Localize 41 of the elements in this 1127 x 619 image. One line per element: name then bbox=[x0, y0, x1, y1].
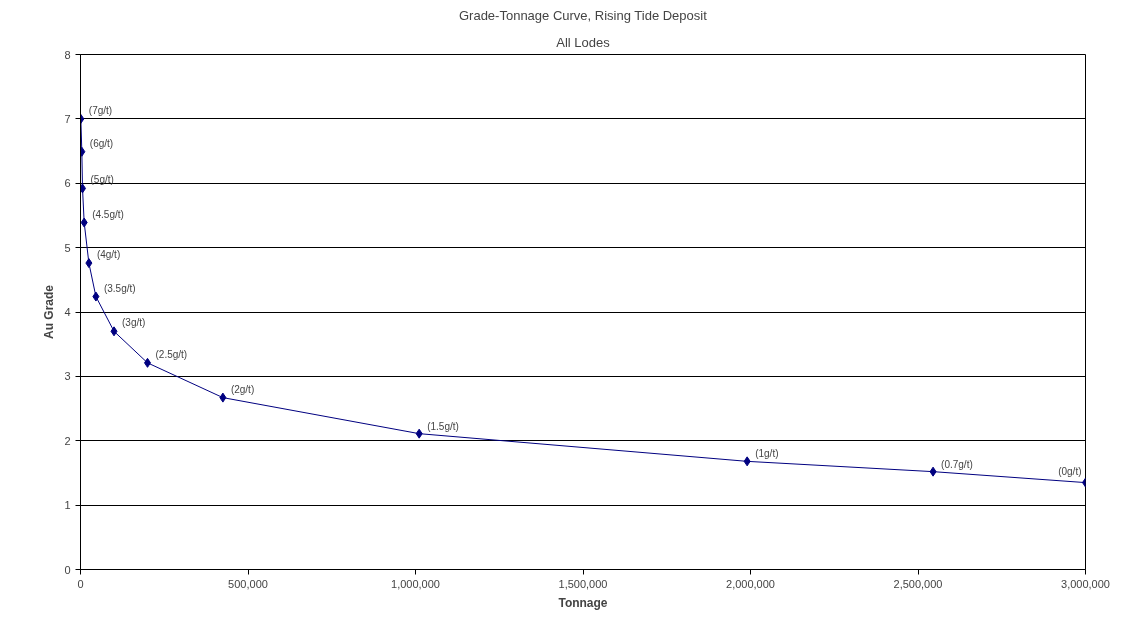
x-tick-label: 2,500,000 bbox=[893, 577, 943, 590]
x-tick-label: 1,500,000 bbox=[558, 577, 608, 590]
annotation: (0.7g/t) bbox=[941, 458, 973, 470]
annotation: (0g/t) bbox=[1058, 465, 1082, 477]
x-axis-title: Tonnage bbox=[558, 595, 608, 610]
chart-title: Grade-Tonnage Curve, Rising Tide Deposit bbox=[458, 7, 708, 23]
annotation: (1.5g/t) bbox=[427, 420, 459, 432]
y-tick-label: 4 bbox=[64, 306, 71, 318]
y-axis-title: Au Grade bbox=[42, 284, 57, 340]
annotation: (6g/t) bbox=[89, 137, 114, 149]
y-tick-label: 3 bbox=[64, 370, 71, 383]
annotation: (2g/t) bbox=[230, 383, 255, 395]
y-tick-label: 8 bbox=[64, 48, 71, 61]
chart-subtitle: All Lodes bbox=[556, 34, 611, 50]
x-tick-label: 3,000,000 bbox=[1061, 577, 1110, 590]
y-tick-label: 5 bbox=[64, 241, 71, 254]
point bbox=[80, 217, 88, 228]
y-tick-label: 6 bbox=[64, 177, 71, 190]
annotation: (7g/t) bbox=[88, 104, 113, 116]
point bbox=[415, 428, 423, 439]
annotation: (3g/t) bbox=[122, 317, 146, 329]
annotation: (2.5g/t) bbox=[155, 348, 188, 360]
y-tick-label: 7 bbox=[64, 112, 71, 125]
y-tick-label: 1 bbox=[64, 499, 71, 512]
x-tick-label: 0 bbox=[77, 577, 84, 590]
point bbox=[92, 291, 100, 302]
annotation: (1g/t) bbox=[755, 448, 779, 460]
point bbox=[110, 326, 118, 337]
point bbox=[219, 392, 227, 403]
y-tick-label: 0 bbox=[64, 563, 71, 576]
annotation: (3.5g/t) bbox=[103, 282, 136, 294]
x-tick-label: 1,000,000 bbox=[391, 577, 440, 590]
annotation: (4.5g/t) bbox=[92, 208, 124, 220]
y-tick-label: 2 bbox=[64, 434, 71, 447]
point bbox=[85, 258, 93, 269]
x-tick-label: 2,000,000 bbox=[726, 577, 775, 590]
annotation: (5g/t) bbox=[90, 174, 114, 186]
point bbox=[743, 456, 751, 467]
point bbox=[929, 466, 937, 477]
annotation: (4g/t) bbox=[96, 249, 121, 261]
x-tick-label: 500,000 bbox=[228, 577, 268, 590]
